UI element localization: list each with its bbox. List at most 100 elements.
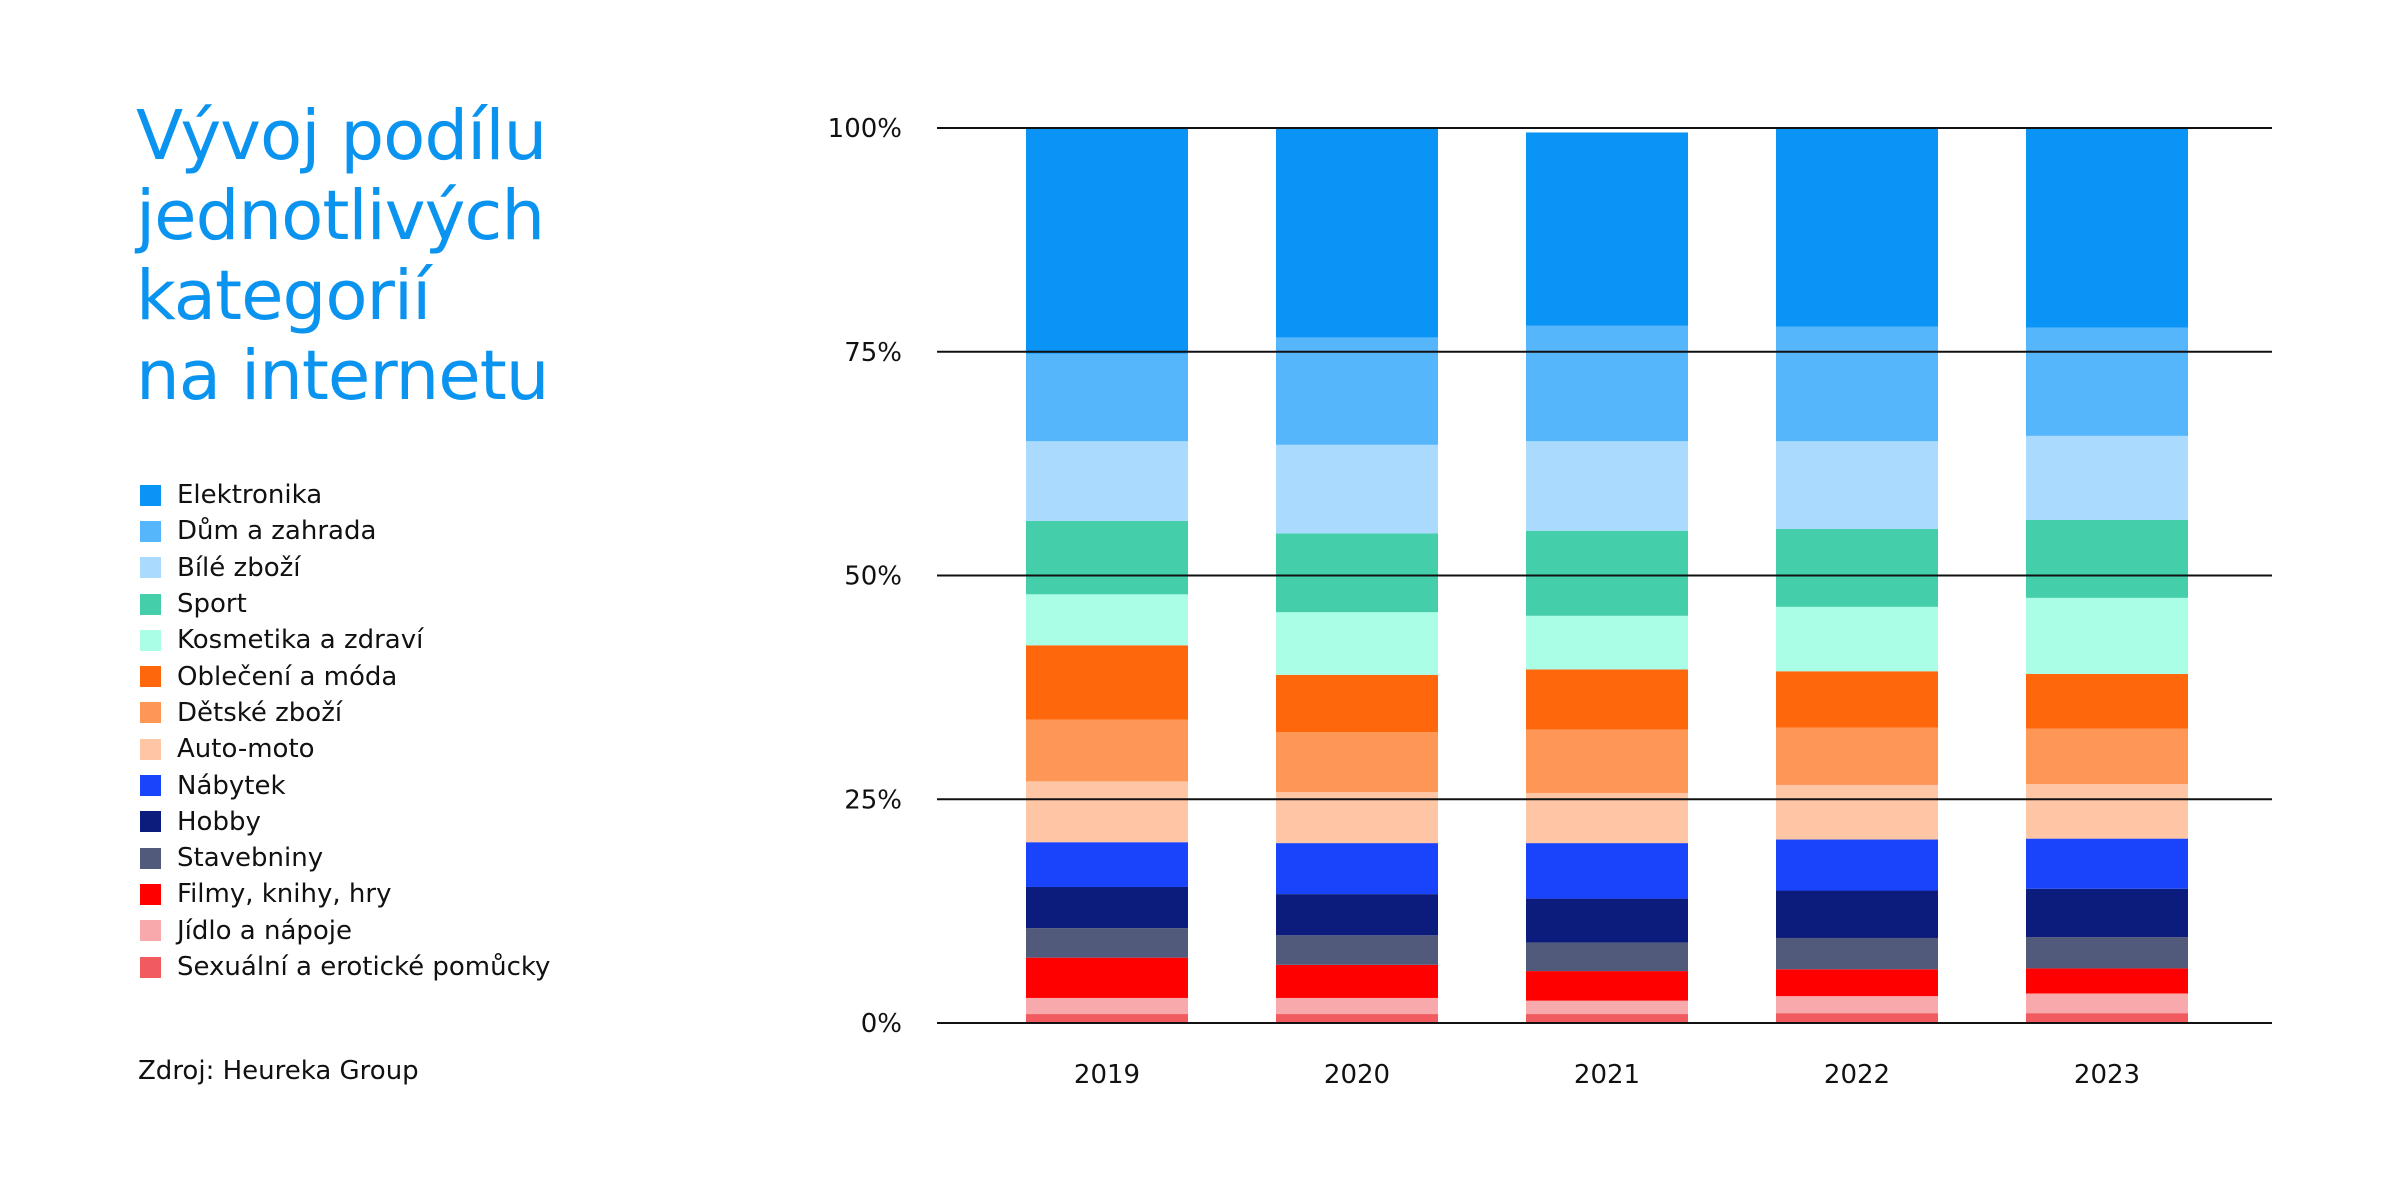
y-tick-label-100: 100% bbox=[828, 114, 902, 144]
bar-segment-2019-7 bbox=[1026, 719, 1188, 782]
legend-item: Elektronika bbox=[140, 477, 550, 513]
bar-segment-2019-1 bbox=[1026, 997, 1188, 1015]
bar-segment-2020-2 bbox=[1276, 964, 1438, 998]
bar-segment-2020-9 bbox=[1276, 612, 1438, 675]
bar-segment-2019-4 bbox=[1026, 886, 1188, 929]
chart-title: Vývoj podílu jednotlivých kategorií na i… bbox=[136, 96, 696, 416]
bar-segment-2019-6 bbox=[1026, 781, 1188, 843]
bar-stack-2020 bbox=[1276, 128, 1438, 1023]
legend-item: Oblečení a móda bbox=[140, 658, 550, 694]
bar-segment-2023-4 bbox=[2026, 888, 2188, 938]
legend-swatch bbox=[140, 920, 161, 942]
legend-item: Sexuální a erotické pomůcky bbox=[140, 949, 550, 985]
bar-stack-2019 bbox=[1026, 128, 1188, 1023]
bar-segment-2023-5 bbox=[2026, 838, 2188, 889]
bar-segment-2020-1 bbox=[1276, 997, 1438, 1015]
bar-segment-2023-10 bbox=[2026, 520, 2188, 598]
bar-segment-2020-8 bbox=[1276, 674, 1438, 733]
bar-segment-2019-13 bbox=[1026, 128, 1188, 354]
legend-item: Bílé zboží bbox=[140, 550, 550, 586]
bar-segment-2019-8 bbox=[1026, 645, 1188, 720]
bar-segment-2023-12 bbox=[2026, 327, 2188, 436]
bar-segment-2019-12 bbox=[1026, 353, 1188, 442]
bar-segment-2021-4 bbox=[1526, 898, 1688, 943]
bar-segment-2023-13 bbox=[2026, 128, 2188, 328]
bar-segment-2022-13 bbox=[1776, 128, 1938, 327]
legend-label: Stavebniny bbox=[177, 843, 324, 874]
bar-segment-2019-9 bbox=[1026, 594, 1188, 646]
legend-swatch bbox=[140, 593, 161, 615]
bar-segment-2020-7 bbox=[1276, 732, 1438, 793]
legend-item: Jídlo a nápoje bbox=[140, 913, 550, 949]
bar-segment-2021-8 bbox=[1526, 669, 1688, 730]
x-tick-label-2021: 2021 bbox=[1574, 1060, 1640, 1090]
bar-segment-2022-9 bbox=[1776, 606, 1938, 672]
title-line-4: na internetu bbox=[136, 336, 549, 416]
bar-segment-2019-5 bbox=[1026, 842, 1188, 887]
legend-swatch bbox=[140, 811, 161, 833]
legend-label: Dětské zboží bbox=[177, 697, 343, 728]
legend-swatch bbox=[140, 557, 161, 579]
legend-label: Nábytek bbox=[177, 770, 286, 801]
bar-segment-2022-11 bbox=[1776, 441, 1938, 529]
x-tick-label-2022: 2022 bbox=[1824, 1060, 1890, 1090]
bar-segment-2023-0 bbox=[2026, 1013, 2188, 1023]
bar-segment-2020-12 bbox=[1276, 337, 1438, 445]
bar-segment-2023-1 bbox=[2026, 993, 2188, 1014]
bar-segment-2023-8 bbox=[2026, 673, 2188, 729]
bar-segment-2019-0 bbox=[1026, 1014, 1188, 1023]
bar-segment-2022-10 bbox=[1776, 528, 1938, 607]
bar-segment-2020-4 bbox=[1276, 894, 1438, 936]
legend-item: Kosmetika a zdraví bbox=[140, 622, 550, 658]
x-tick-label-2019: 2019 bbox=[1074, 1060, 1140, 1090]
legend-item: Sport bbox=[140, 586, 550, 622]
bar-stack-2022 bbox=[1776, 128, 1938, 1023]
legend-item: Stavebniny bbox=[140, 840, 550, 876]
bar-segment-2021-5 bbox=[1526, 843, 1688, 899]
bar-segment-2023-3 bbox=[2026, 937, 2188, 969]
bar-segment-2020-11 bbox=[1276, 444, 1438, 534]
bar-segment-2019-3 bbox=[1026, 928, 1188, 958]
legend-swatch bbox=[140, 956, 161, 978]
bar-segment-2022-6 bbox=[1776, 784, 1938, 840]
y-tick-label-50: 50% bbox=[844, 562, 902, 592]
bar-segment-2020-6 bbox=[1276, 792, 1438, 844]
bar-segment-2022-7 bbox=[1776, 727, 1938, 785]
title-line-1: Vývoj podílu bbox=[136, 96, 547, 176]
y-tick-label-0: 0% bbox=[861, 1009, 902, 1039]
legend-swatch bbox=[140, 702, 161, 724]
title-line-3: kategorií bbox=[136, 256, 431, 336]
legend-item: Dětské zboží bbox=[140, 695, 550, 731]
bar-segment-2021-6 bbox=[1526, 792, 1688, 844]
bar-segment-2022-2 bbox=[1776, 969, 1938, 997]
y-tick-label-75: 75% bbox=[844, 338, 902, 368]
bar-segment-2023-11 bbox=[2026, 435, 2188, 521]
bar-segment-2020-0 bbox=[1276, 1014, 1438, 1023]
bar-segment-2022-12 bbox=[1776, 326, 1938, 442]
bar-segment-2020-13 bbox=[1276, 128, 1438, 338]
bar-segment-2023-7 bbox=[2026, 728, 2188, 785]
legend-item: Hobby bbox=[140, 804, 550, 840]
bar-segment-2022-4 bbox=[1776, 890, 1938, 938]
bar-segment-2022-8 bbox=[1776, 671, 1938, 728]
legend-label: Oblečení a móda bbox=[177, 661, 398, 692]
legend-label: Elektronika bbox=[177, 480, 323, 511]
bar-segment-2021-7 bbox=[1526, 729, 1688, 793]
legend-swatch bbox=[140, 666, 161, 688]
bar-segment-2021-12 bbox=[1526, 325, 1688, 442]
legend-item: Nábytek bbox=[140, 767, 550, 803]
legend-swatch bbox=[140, 484, 161, 506]
chart-legend: Elektronika Dům a zahrada Bílé zboží Sport K… bbox=[140, 477, 550, 985]
bar-segment-2020-5 bbox=[1276, 843, 1438, 895]
bar-stack-2023 bbox=[2026, 128, 2188, 1023]
bar-segment-2023-9 bbox=[2026, 597, 2188, 674]
legend-swatch bbox=[140, 629, 161, 651]
bar-segment-2021-10 bbox=[1526, 530, 1688, 616]
bar-segment-2019-2 bbox=[1026, 957, 1188, 998]
bar-segment-2021-11 bbox=[1526, 441, 1688, 531]
bar-segment-2021-2 bbox=[1526, 971, 1688, 1001]
legend-swatch bbox=[140, 883, 161, 905]
legend-label: Bílé zboží bbox=[177, 552, 301, 583]
